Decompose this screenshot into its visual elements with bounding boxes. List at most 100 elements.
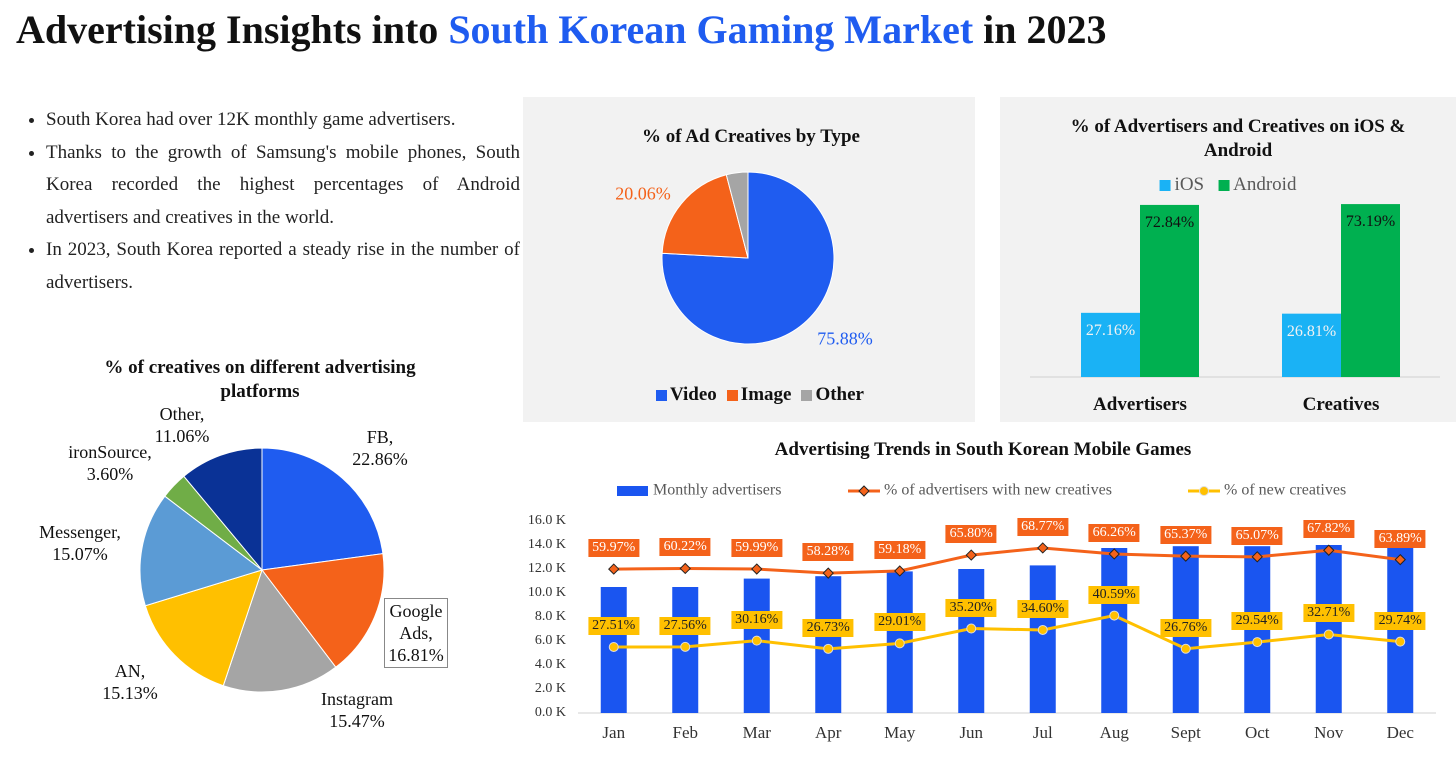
y-tick-label: 0.0 K (535, 705, 566, 720)
x-tick-label: Advertisers (1093, 394, 1187, 415)
x-tick-label: Creatives (1302, 394, 1380, 415)
point-label: 65.80% (945, 525, 997, 544)
legend-marker (1199, 486, 1209, 496)
chart-title: % of creatives on different advertising … (104, 357, 416, 402)
marker (1395, 636, 1406, 647)
legend-swatch (1218, 179, 1230, 191)
point-label: 26.76% (1160, 618, 1212, 637)
y-tick-label: 6.0 K (535, 633, 566, 648)
point-label: 29.54% (1231, 612, 1283, 631)
marker (1323, 544, 1335, 556)
bar (1315, 545, 1342, 713)
slice-label: Google Ads, 16.81% (384, 598, 448, 668)
marker (966, 623, 977, 634)
line (613, 614, 1401, 651)
legend-swatch (617, 486, 648, 496)
slice-label: ironSource, 3.60% (68, 441, 151, 485)
legend-label: % of new creatives (1224, 482, 1346, 499)
slice-value: 16.81% (388, 645, 444, 665)
bar (743, 578, 770, 713)
slice-category: ironSource, (68, 442, 152, 462)
slice-label: Instagram 15.47% (321, 688, 393, 732)
legend: Video Image Other (656, 384, 864, 406)
bullet: In 2023, South Korea reported a steady r… (46, 234, 520, 299)
pie-slice (725, 171, 749, 259)
marker (751, 635, 762, 646)
y-tick-label: 2.0 K (535, 681, 566, 696)
legend-label: iOS (1174, 174, 1205, 195)
point-label: 68.77% (1017, 517, 1069, 536)
marker (894, 565, 906, 577)
slice-value: 15.13% (102, 683, 158, 703)
marker (1251, 551, 1263, 563)
marker (1037, 542, 1049, 554)
bar-value-label: 26.81% (1286, 322, 1337, 340)
x-tick-label: Aug (1100, 723, 1130, 742)
x-tick-label: Jul (1033, 723, 1053, 742)
legend-marker (858, 485, 870, 497)
point-label: 35.20% (945, 598, 997, 617)
legend-item: Android (1218, 174, 1296, 196)
legend-item: iOS (1159, 174, 1205, 196)
x-tick-label: Feb (673, 723, 699, 742)
legend: iOS Android (1159, 174, 1296, 196)
legend-label: % of advertisers with new creatives (884, 482, 1112, 499)
legend-item: Other (801, 384, 864, 406)
point-label: 60.22% (659, 538, 711, 557)
x-tick-label: Dec (1387, 723, 1415, 742)
pie-slice (261, 447, 384, 571)
title-lead: Advertising Insights into (16, 7, 439, 52)
slice-value: 15.47% (329, 711, 385, 731)
slice-value: 15.07% (52, 544, 108, 564)
bar (1341, 204, 1400, 377)
slice-label: Other, 11.06% (155, 403, 210, 447)
bar (1282, 313, 1341, 377)
x-tick-label: Apr (815, 723, 842, 742)
title-highlight: South Korean Gaming Market (448, 7, 974, 52)
point-label: 27.51% (588, 616, 640, 635)
bullet: Thanks to the growth of Samsung's mobile… (46, 137, 520, 235)
chart-title: Advertising Trends in South Korean Mobil… (774, 439, 1192, 460)
legend-swatch (801, 389, 813, 401)
pie-slice (183, 447, 263, 572)
slice-category: Other, (159, 404, 205, 424)
point-label: 59.99% (731, 539, 783, 558)
slice-category: Messenger, (39, 522, 121, 542)
point-label: 65.07% (1231, 526, 1283, 545)
marker (1108, 548, 1120, 560)
marker (1037, 624, 1048, 635)
marker (822, 567, 834, 579)
pie-slice (261, 553, 385, 668)
marker (1323, 629, 1334, 640)
slice-category: FB, (366, 427, 394, 447)
legend-label: Monthly advertisers (653, 482, 781, 499)
marker (680, 641, 691, 652)
chart-title: % of Advertisers and Creatives on iOS & … (1070, 116, 1406, 161)
point-label: 59.18% (874, 540, 926, 559)
point-label: 26.73% (802, 618, 854, 637)
bar-value-label: 27.16% (1085, 321, 1136, 339)
marker (751, 563, 763, 575)
pie-slice (139, 495, 264, 607)
x-tick-label: Nov (1314, 723, 1344, 742)
x-tick-label: May (884, 723, 916, 742)
slice-label: 20.06% (615, 183, 671, 204)
bar (1140, 204, 1199, 377)
slice-value: 3.60% (86, 464, 134, 484)
point-label: 40.59% (1088, 585, 1140, 604)
bullet: South Korea had over 12K monthly game ad… (46, 104, 520, 137)
pie-slice (144, 569, 263, 687)
marker (679, 562, 691, 575)
marker (894, 638, 905, 649)
point-label: 30.16% (731, 610, 783, 629)
legend-label: Android (1233, 174, 1297, 195)
point-label: 32.71% (1303, 604, 1355, 623)
marker (1394, 553, 1406, 566)
slice-label: FB, 22.86% (352, 426, 408, 470)
bar (958, 569, 985, 713)
y-tick-label: 16.0 K (528, 513, 566, 528)
bullets: South Korea had over 12K monthly game ad… (20, 104, 520, 299)
x-tick-label: Oct (1245, 723, 1270, 742)
slice-value: 22.86% (352, 449, 408, 469)
legend-label: Image (740, 384, 792, 405)
